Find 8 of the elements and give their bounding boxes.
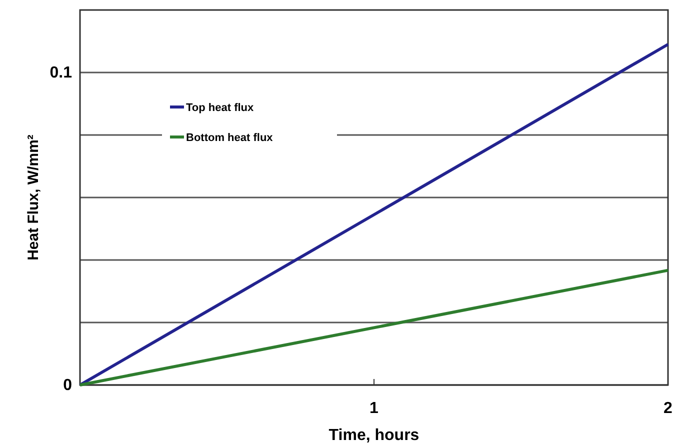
y-axis-title: Heat Flux, W/mm² — [25, 134, 42, 260]
y-tick-label: 0.1 — [50, 64, 72, 82]
x-axis-title: Time, hours — [328, 427, 420, 444]
legend-label: Bottom heat flux — [186, 132, 274, 144]
x-tick-label: 2 — [664, 400, 673, 417]
legend-label: Top heat flux — [186, 102, 255, 114]
y-tick-label: 0 — [63, 377, 72, 394]
x-tick-label: 1 — [370, 400, 379, 417]
